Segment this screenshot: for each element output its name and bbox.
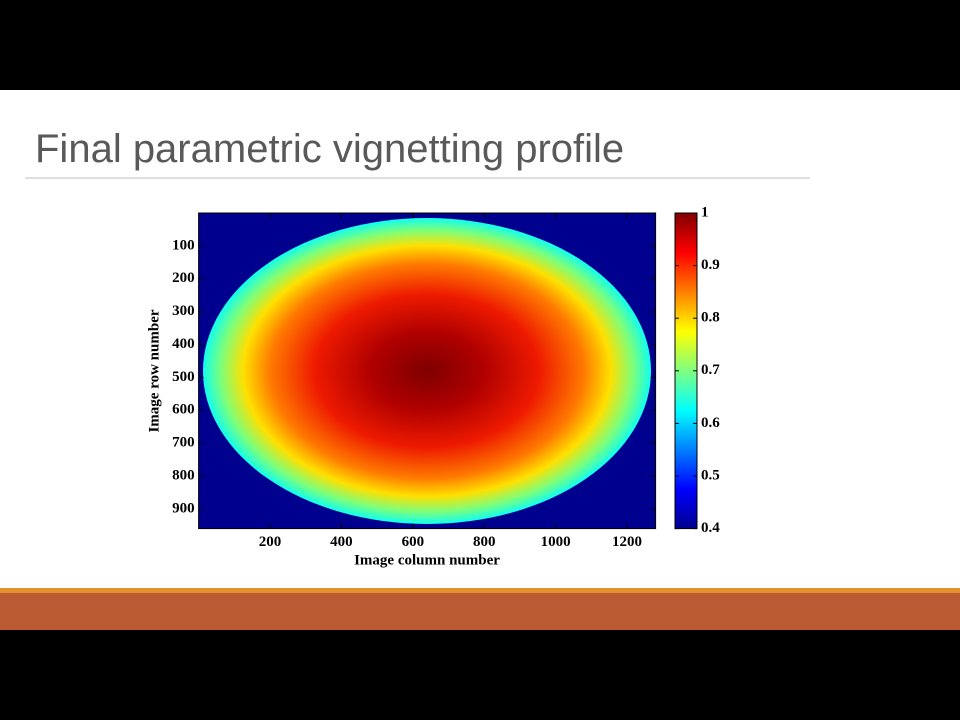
y-tick-label: 700 — [172, 435, 195, 451]
y-tick-label: 400 — [172, 336, 195, 352]
colorbar-tick-label: 0.5 — [701, 467, 720, 483]
y-tick-label: 500 — [172, 369, 195, 385]
y-axis-label: Image row number — [146, 309, 162, 432]
colorbar-tick-label: 0.4 — [701, 520, 720, 536]
x-tick-label: 1000 — [541, 534, 571, 550]
footer-band — [0, 593, 960, 630]
plot: Image column number Image row number 200… — [146, 204, 720, 568]
colorbar-tick-label: 0.7 — [701, 362, 720, 378]
y-tick-label: 300 — [172, 303, 195, 319]
slide-title: Final parametric vignetting profile — [35, 127, 624, 171]
colorbar-tick-label: 0.9 — [701, 257, 720, 273]
vignetting-field — [203, 218, 651, 524]
x-tick-label: 800 — [473, 534, 496, 550]
colorbar-tick-label: 1 — [701, 204, 709, 220]
x-tick-label: 1200 — [612, 534, 642, 550]
x-tick-label: 400 — [330, 534, 353, 550]
accent-line — [0, 588, 960, 593]
x-axis-label: Image column number — [354, 552, 500, 568]
y-tick-label: 200 — [172, 270, 195, 286]
colorbar-tick-label: 0.6 — [701, 415, 720, 431]
x-tick-label: 600 — [402, 534, 425, 550]
y-tick-label: 800 — [172, 467, 195, 483]
plot-frame — [198, 212, 657, 530]
y-tick-label: 600 — [172, 402, 195, 418]
colorbar-tick-label: 0.8 — [701, 310, 720, 326]
x-tick-label: 200 — [259, 534, 282, 550]
y-tick-label: 100 — [172, 237, 195, 253]
y-tick-label: 900 — [172, 500, 195, 516]
